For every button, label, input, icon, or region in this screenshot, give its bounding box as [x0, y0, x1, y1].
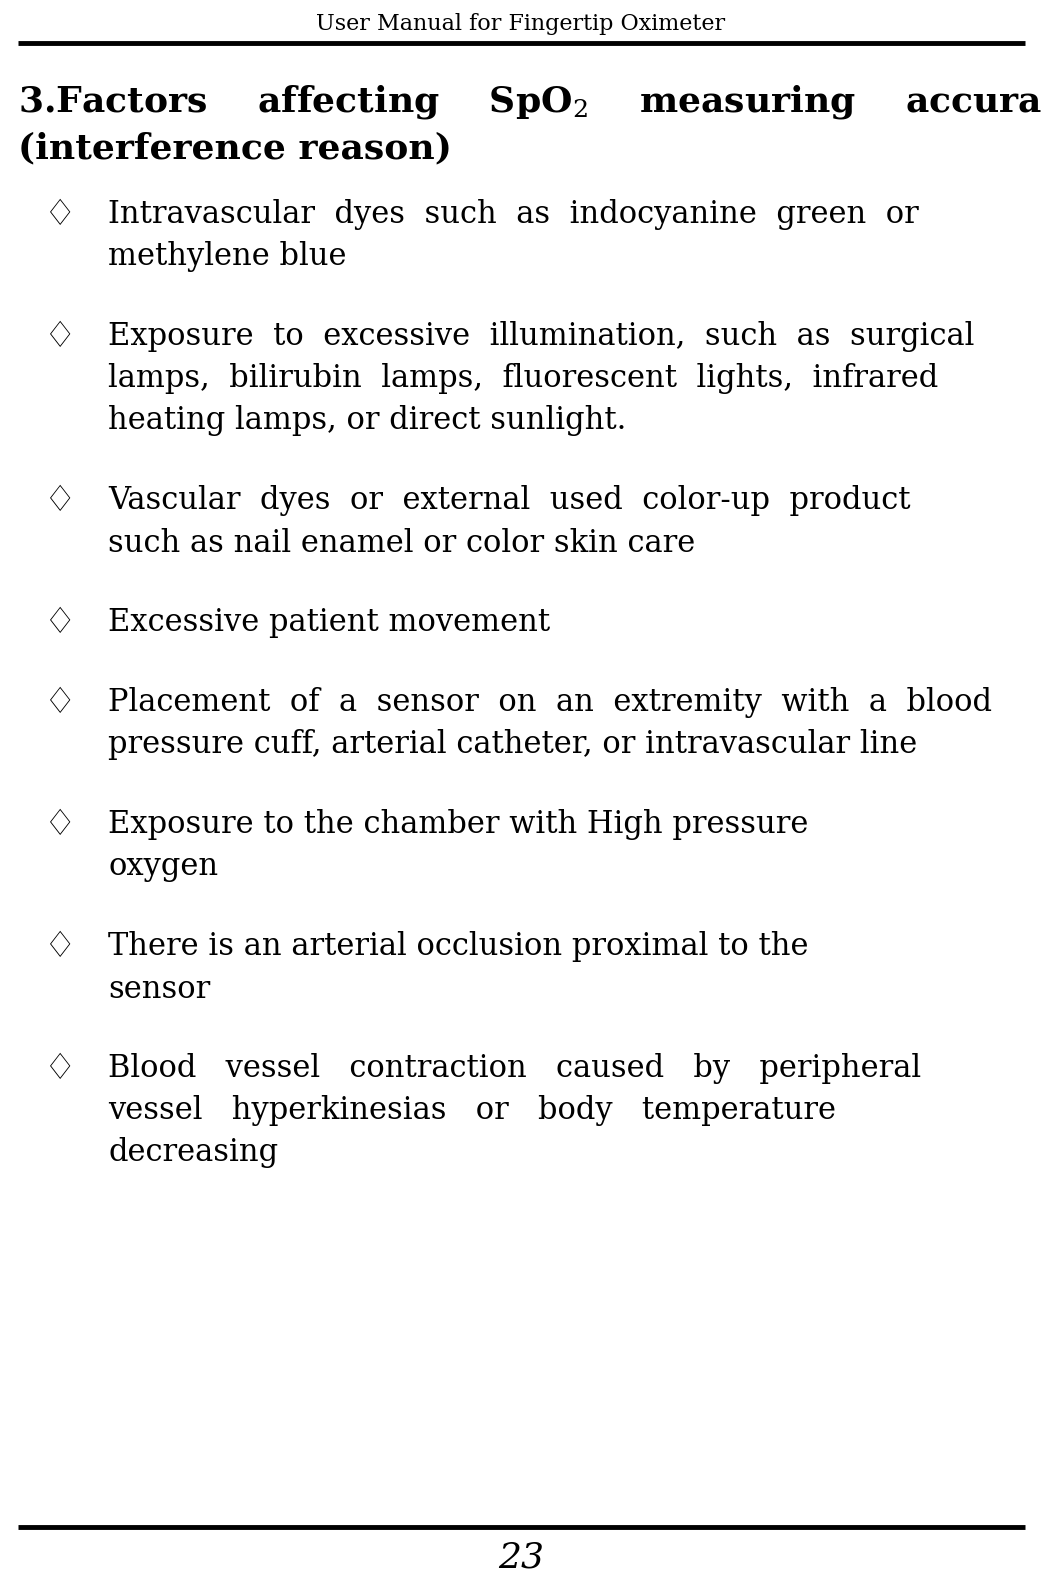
Text: ♢: ♢: [44, 1052, 76, 1087]
Text: User Manual for Fingertip Oximeter: User Manual for Fingertip Oximeter: [316, 13, 726, 35]
Text: methylene blue: methylene blue: [108, 241, 346, 272]
Text: Excessive patient movement: Excessive patient movement: [108, 608, 550, 638]
Text: Exposure to the chamber with High pressure: Exposure to the chamber with High pressu…: [108, 809, 808, 841]
Text: Vascular  dyes  or  external  used  color-up  product: Vascular dyes or external used color-up …: [108, 486, 911, 516]
Text: Placement  of  a  sensor  on  an  extremity  with  a  blood: Placement of a sensor on an extremity wi…: [108, 687, 992, 719]
Text: oxygen: oxygen: [108, 852, 218, 882]
Text: vessel   hyperkinesias   or   body   temperature: vessel hyperkinesias or body temperature: [108, 1096, 836, 1126]
Text: ♢: ♢: [44, 485, 76, 518]
Text: lamps,  bilirubin  lamps,  fluorescent  lights,  infrared: lamps, bilirubin lamps, fluorescent ligh…: [108, 363, 939, 394]
Text: ♢: ♢: [44, 607, 76, 640]
Text: sensor: sensor: [108, 974, 211, 1004]
Text: 3.Factors    affecting    SpO$_2$    measuring    accuracy: 3.Factors affecting SpO$_2$ measuring ac…: [18, 82, 1043, 120]
Text: ♢: ♢: [44, 930, 76, 965]
Text: There is an arterial occlusion proximal to the: There is an arterial occlusion proximal …: [108, 931, 808, 963]
Text: pressure cuff, arterial catheter, or intravascular line: pressure cuff, arterial catheter, or int…: [108, 730, 917, 760]
Text: ♢: ♢: [44, 808, 76, 843]
Text: Intravascular  dyes  such  as  indocyanine  green  or: Intravascular dyes such as indocyanine g…: [108, 200, 919, 231]
Text: Blood   vessel   contraction   caused   by   peripheral: Blood vessel contraction caused by perip…: [108, 1053, 921, 1085]
Text: ♢: ♢: [44, 198, 76, 231]
Text: Exposure  to  excessive  illumination,  such  as  surgical: Exposure to excessive illumination, such…: [108, 322, 974, 353]
Text: such as nail enamel or color skin care: such as nail enamel or color skin care: [108, 527, 696, 559]
Text: 23: 23: [498, 1541, 544, 1574]
Text: heating lamps, or direct sunlight.: heating lamps, or direct sunlight.: [108, 406, 627, 437]
Text: ♢: ♢: [44, 320, 76, 353]
Text: (interference reason): (interference reason): [18, 131, 452, 165]
Text: decreasing: decreasing: [108, 1137, 278, 1169]
Text: ♢: ♢: [44, 686, 76, 721]
